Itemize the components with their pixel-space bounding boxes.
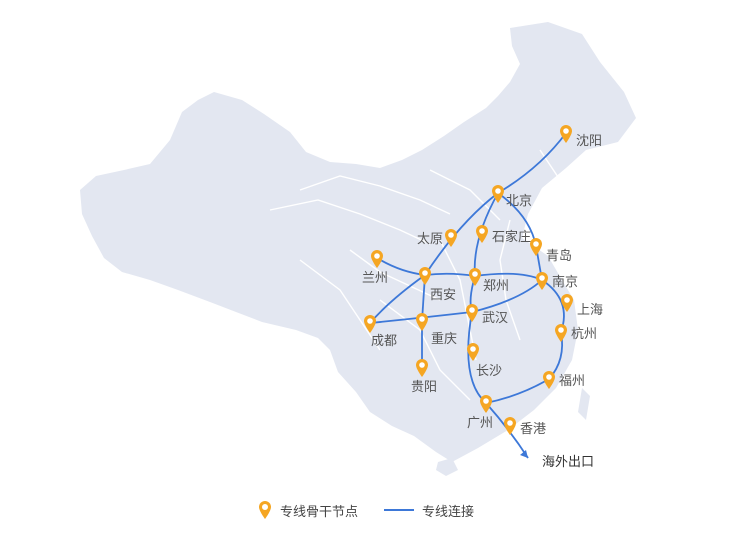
city-label-zhengzhou: 郑州: [483, 279, 509, 294]
map-pin-icon[interactable]: [536, 272, 548, 290]
map-pin-icon[interactable]: [419, 267, 431, 285]
legend-node: 专线骨干节点: [258, 500, 358, 520]
city-label-shenyang: 沈阳: [576, 134, 602, 149]
city-label-wuhan: 武汉: [482, 311, 508, 326]
map-pin-icon[interactable]: [560, 125, 572, 143]
province-border: [499, 219, 521, 341]
province-border: [379, 299, 471, 401]
city-label-chengdu: 成都: [371, 334, 397, 349]
map-pin-icon[interactable]: [466, 304, 478, 322]
province-border: [269, 199, 431, 245]
arrow-head-icon: [520, 450, 528, 458]
city-label-hongkong: 香港: [520, 422, 546, 437]
province-border: [539, 149, 561, 221]
map-pin-icon[interactable]: [469, 268, 481, 286]
city-label-qingdao: 青岛: [546, 248, 572, 264]
line-swatch-icon: [384, 509, 415, 511]
map-pin-icon[interactable]: [476, 225, 488, 243]
city-label-guangzhou: 广州: [467, 416, 493, 431]
export-label: 海外出口: [542, 455, 594, 470]
city-label-guiyang: 贵阳: [411, 380, 437, 395]
map-pin-icon[interactable]: [467, 343, 479, 361]
city-label-hangzhou: 杭州: [571, 327, 597, 342]
map-pin-icon[interactable]: [416, 359, 428, 377]
city-label-nanjing: 南京: [552, 274, 578, 290]
map-pin-icon[interactable]: [504, 417, 516, 435]
map-pin-icon[interactable]: [371, 250, 383, 268]
map-pin-icon[interactable]: [492, 185, 504, 203]
city-label-changsha: 长沙: [476, 364, 502, 379]
city-label-lanzhou: 兰州: [362, 271, 388, 286]
map-pin-icon[interactable]: [416, 313, 428, 331]
map-pin-icon[interactable]: [445, 229, 457, 247]
province-border: [349, 249, 441, 301]
city-label-chongqing: 重庆: [431, 331, 457, 347]
map-pin-icon[interactable]: [480, 395, 492, 413]
city-pins: [364, 125, 573, 435]
city-label-xian: 西安: [430, 288, 456, 303]
city-label-fuzhou: 福州: [559, 374, 585, 389]
map-pin-icon[interactable]: [561, 294, 573, 312]
map-pin-icon[interactable]: [530, 238, 542, 256]
map-pin-icon[interactable]: [364, 315, 376, 333]
taiwan-shape: [578, 388, 590, 420]
city-label-taiyuan: 太原: [417, 232, 443, 247]
route-line: [485, 378, 550, 404]
legend-node-label: 专线骨干节点: [280, 504, 359, 520]
mainland-shape: [80, 22, 636, 462]
route-line: [471, 279, 543, 313]
map-pin-icon[interactable]: [543, 371, 555, 389]
route-line: [424, 192, 499, 276]
province-border: [299, 175, 451, 215]
legend-line-label: 专线连接: [422, 504, 475, 520]
city-label-shanghai: 上海: [577, 303, 603, 318]
legend-line: 专线连接: [384, 501, 474, 520]
province-border: [439, 239, 477, 361]
city-label-beijing: 北京: [506, 194, 532, 209]
city-label-shijiazhuang: 石家庄: [492, 229, 531, 245]
legend: 专线骨干节点 专线连接: [258, 500, 474, 520]
province-border: [299, 259, 381, 351]
map-pin-icon[interactable]: [555, 324, 567, 342]
map-pin-icon: [259, 501, 271, 519]
hainan-shape: [436, 458, 458, 476]
route-line: [497, 132, 567, 194]
